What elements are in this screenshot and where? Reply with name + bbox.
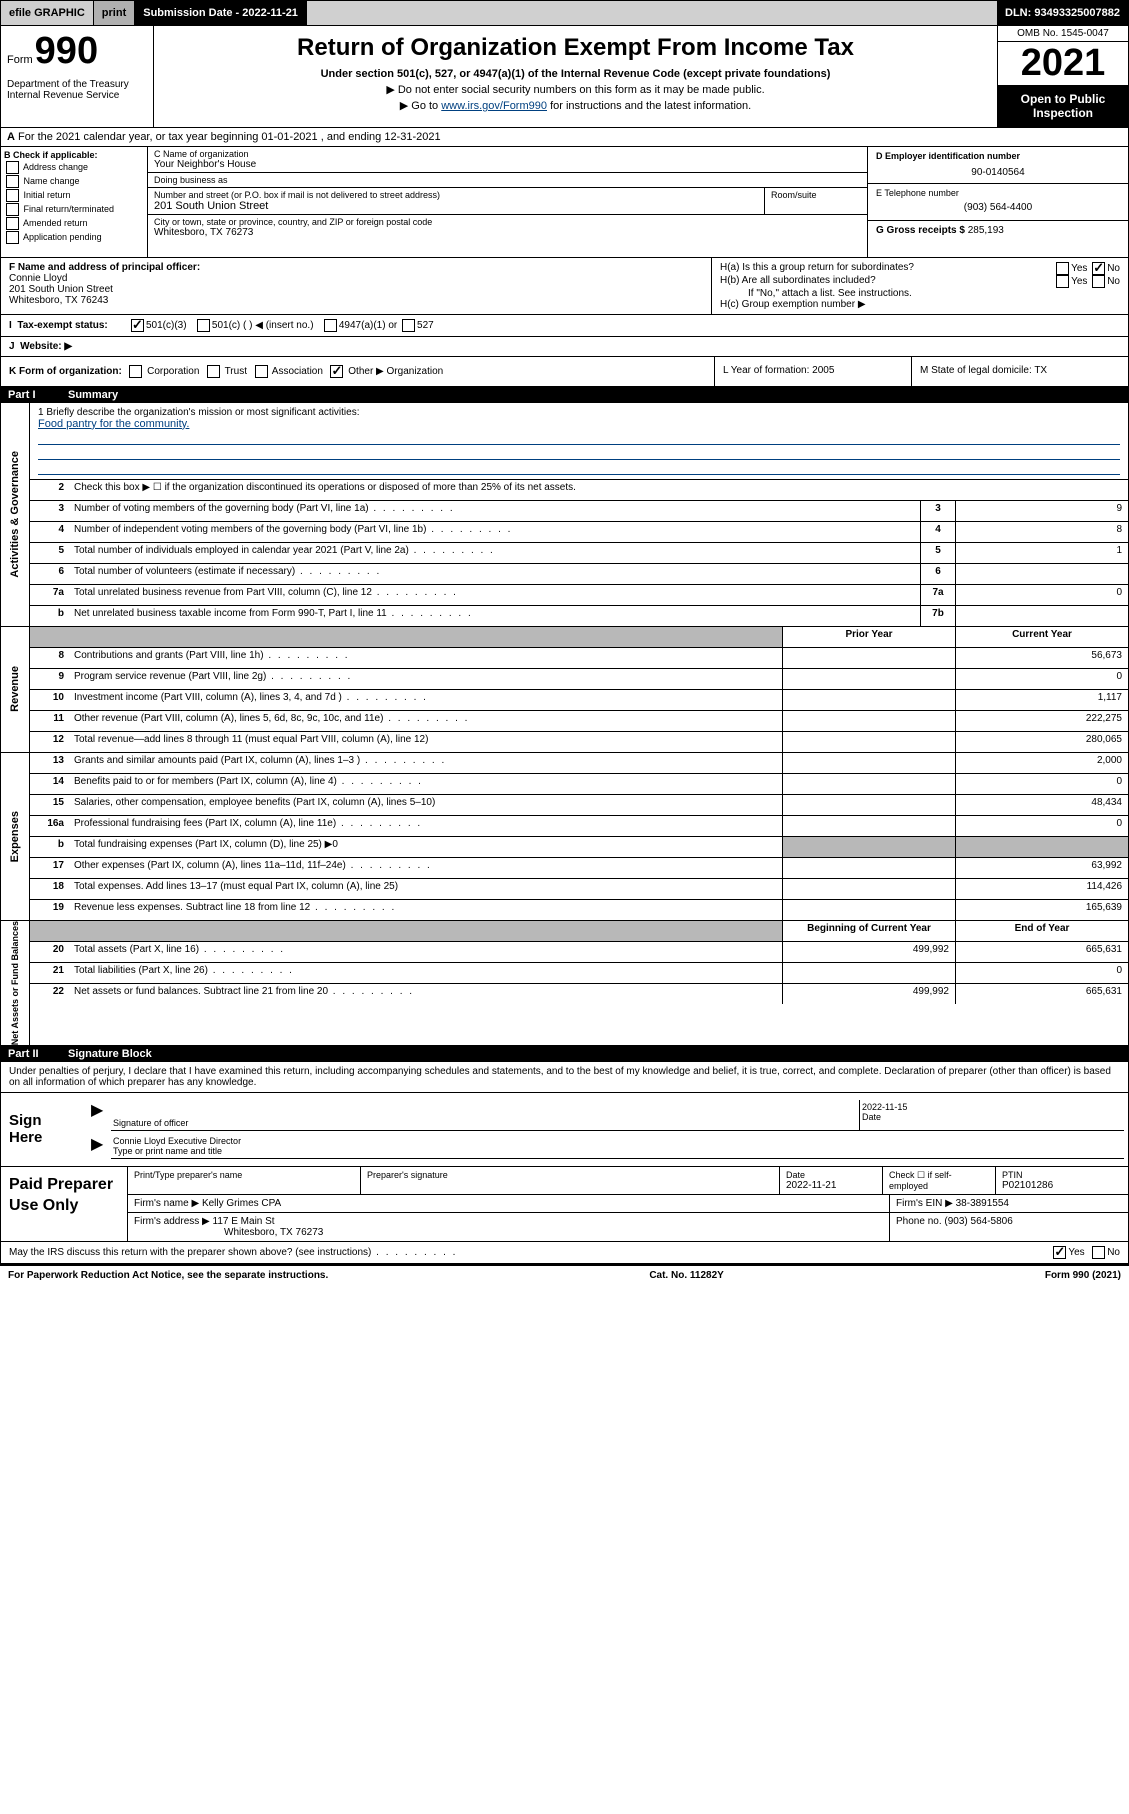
chk-discuss-no[interactable] bbox=[1092, 1246, 1105, 1259]
dept-treasury: Department of the Treasury bbox=[7, 79, 147, 90]
governance-section: Activities & Governance 1 Briefly descri… bbox=[0, 403, 1129, 627]
chk-name-change[interactable] bbox=[6, 175, 19, 188]
box-e: E Telephone number (903) 564-4400 bbox=[868, 184, 1128, 221]
phone-value: (903) 564-4400 bbox=[876, 202, 1120, 213]
ein-value: 90-0140564 bbox=[876, 167, 1120, 178]
tax-year: 2021 bbox=[998, 42, 1128, 86]
topbar-gap bbox=[307, 1, 997, 25]
chk-501c3[interactable] bbox=[131, 319, 144, 332]
penalty-statement: Under penalties of perjury, I declare th… bbox=[0, 1062, 1129, 1093]
city-cell: City or town, state or province, country… bbox=[148, 215, 867, 240]
chk-hb-no[interactable] bbox=[1092, 275, 1105, 288]
officer-name-line: Connie Lloyd Executive Director Type or … bbox=[111, 1134, 1124, 1159]
chk-assoc[interactable] bbox=[255, 365, 268, 378]
expenses-section: Expenses 13Grants and similar amounts pa… bbox=[0, 753, 1129, 921]
netassets-vlabel: Net Assets or Fund Balances bbox=[10, 921, 20, 1045]
open-public-badge: Open to Public Inspection bbox=[998, 86, 1128, 127]
pwra-footer: For Paperwork Reduction Act Notice, see … bbox=[0, 1264, 1129, 1285]
goto-note: ▶ Go to www.irs.gov/Form990 for instruct… bbox=[160, 99, 991, 112]
street-cell: Number and street (or P.O. box if mail i… bbox=[148, 188, 765, 214]
irs-label: Internal Revenue Service bbox=[7, 90, 147, 101]
chk-discuss-yes[interactable] bbox=[1053, 1246, 1066, 1259]
sign-here-label: Sign Here bbox=[1, 1093, 87, 1166]
form-prefix: Form bbox=[7, 54, 33, 66]
sign-here-block: Sign Here ▶ Signature of officer 2022-11… bbox=[0, 1093, 1129, 1167]
netassets-section: Net Assets or Fund Balances Beginning of… bbox=[0, 921, 1129, 1046]
officer-signature-line[interactable]: Signature of officer bbox=[111, 1100, 859, 1131]
chk-initial-return[interactable] bbox=[6, 189, 19, 202]
part2-header: Part II Signature Block bbox=[0, 1046, 1129, 1062]
preparer-label: Paid Preparer Use Only bbox=[1, 1167, 127, 1241]
form-header: Form 990 Department of the Treasury Inte… bbox=[0, 26, 1129, 128]
chk-final-return[interactable] bbox=[6, 203, 19, 216]
sig-arrow-icon: ▶ bbox=[91, 1100, 111, 1131]
ssn-note: ▶ Do not enter social security numbers o… bbox=[160, 83, 991, 96]
line-klm: K Form of organization: Corporation Trus… bbox=[0, 357, 1129, 387]
chk-ha-no[interactable] bbox=[1092, 262, 1105, 275]
room-cell: Room/suite bbox=[765, 188, 867, 214]
org-name-cell: C Name of organization Your Neighbor's H… bbox=[148, 147, 867, 173]
line-i: I Tax-exempt status: 501(c)(3) 501(c) ( … bbox=[0, 315, 1129, 337]
paid-preparer-block: Paid Preparer Use Only Print/Type prepar… bbox=[0, 1167, 1129, 1242]
top-bar: efile GRAPHIC print Submission Date - 20… bbox=[0, 0, 1129, 26]
part1-header: Part I Summary bbox=[0, 387, 1129, 403]
line-m: M State of legal domicile: TX bbox=[912, 357, 1128, 386]
omb-number: OMB No. 1545-0047 bbox=[998, 26, 1128, 42]
chk-corp[interactable] bbox=[129, 365, 142, 378]
submission-date: Submission Date - 2022-11-21 bbox=[135, 1, 307, 25]
box-h: H(a) Is this a group return for subordin… bbox=[712, 258, 1128, 314]
gross-receipts: 285,193 bbox=[968, 225, 1004, 236]
line-l: L Year of formation: 2005 bbox=[715, 357, 912, 386]
sig-date-cell: 2022-11-15 Date bbox=[859, 1100, 1124, 1131]
line-j: J Website: ▶ bbox=[0, 337, 1129, 357]
discuss-row: May the IRS discuss this return with the… bbox=[0, 1242, 1129, 1264]
dln-label: DLN: 93493325007882 bbox=[997, 1, 1128, 25]
chk-amended[interactable] bbox=[6, 217, 19, 230]
org-name: Your Neighbor's House bbox=[154, 159, 861, 170]
revenue-section: Revenue Prior YearCurrent Year 8Contribu… bbox=[0, 627, 1129, 753]
chk-hb-yes[interactable] bbox=[1056, 275, 1069, 288]
chk-ha-yes[interactable] bbox=[1056, 262, 1069, 275]
sig-arrow-icon: ▶ bbox=[91, 1134, 111, 1159]
box-g: G Gross receipts $ 285,193 bbox=[868, 221, 1128, 257]
expenses-vlabel: Expenses bbox=[9, 811, 21, 862]
f-h-row: F Name and address of principal officer:… bbox=[0, 258, 1129, 315]
box-b: B Check if applicable: Address change Na… bbox=[1, 147, 148, 257]
chk-4947[interactable] bbox=[324, 319, 337, 332]
form-title: Return of Organization Exempt From Incom… bbox=[160, 34, 991, 62]
box-f: F Name and address of principal officer:… bbox=[1, 258, 712, 314]
print-button[interactable]: print bbox=[94, 1, 135, 25]
form-subtitle: Under section 501(c), 527, or 4947(a)(1)… bbox=[160, 68, 991, 80]
chk-trust[interactable] bbox=[207, 365, 220, 378]
revenue-vlabel: Revenue bbox=[9, 666, 21, 712]
chk-pending[interactable] bbox=[6, 231, 19, 244]
box-d: D Employer identification number 90-0140… bbox=[868, 147, 1128, 184]
dba-cell: Doing business as bbox=[148, 173, 867, 188]
irs-link[interactable]: www.irs.gov/Form990 bbox=[441, 100, 547, 112]
mission-text[interactable]: Food pantry for the community. bbox=[38, 418, 189, 430]
chk-527[interactable] bbox=[402, 319, 415, 332]
chk-address-change[interactable] bbox=[6, 161, 19, 174]
governance-vlabel: Activities & Governance bbox=[9, 451, 21, 578]
entity-info-grid: B Check if applicable: Address change Na… bbox=[0, 147, 1129, 258]
efile-label: efile GRAPHIC bbox=[1, 1, 94, 25]
form-number: 990 bbox=[35, 30, 98, 73]
chk-other[interactable] bbox=[330, 365, 343, 378]
line-a: A For the 2021 calendar year, or tax yea… bbox=[0, 128, 1129, 147]
chk-501c[interactable] bbox=[197, 319, 210, 332]
